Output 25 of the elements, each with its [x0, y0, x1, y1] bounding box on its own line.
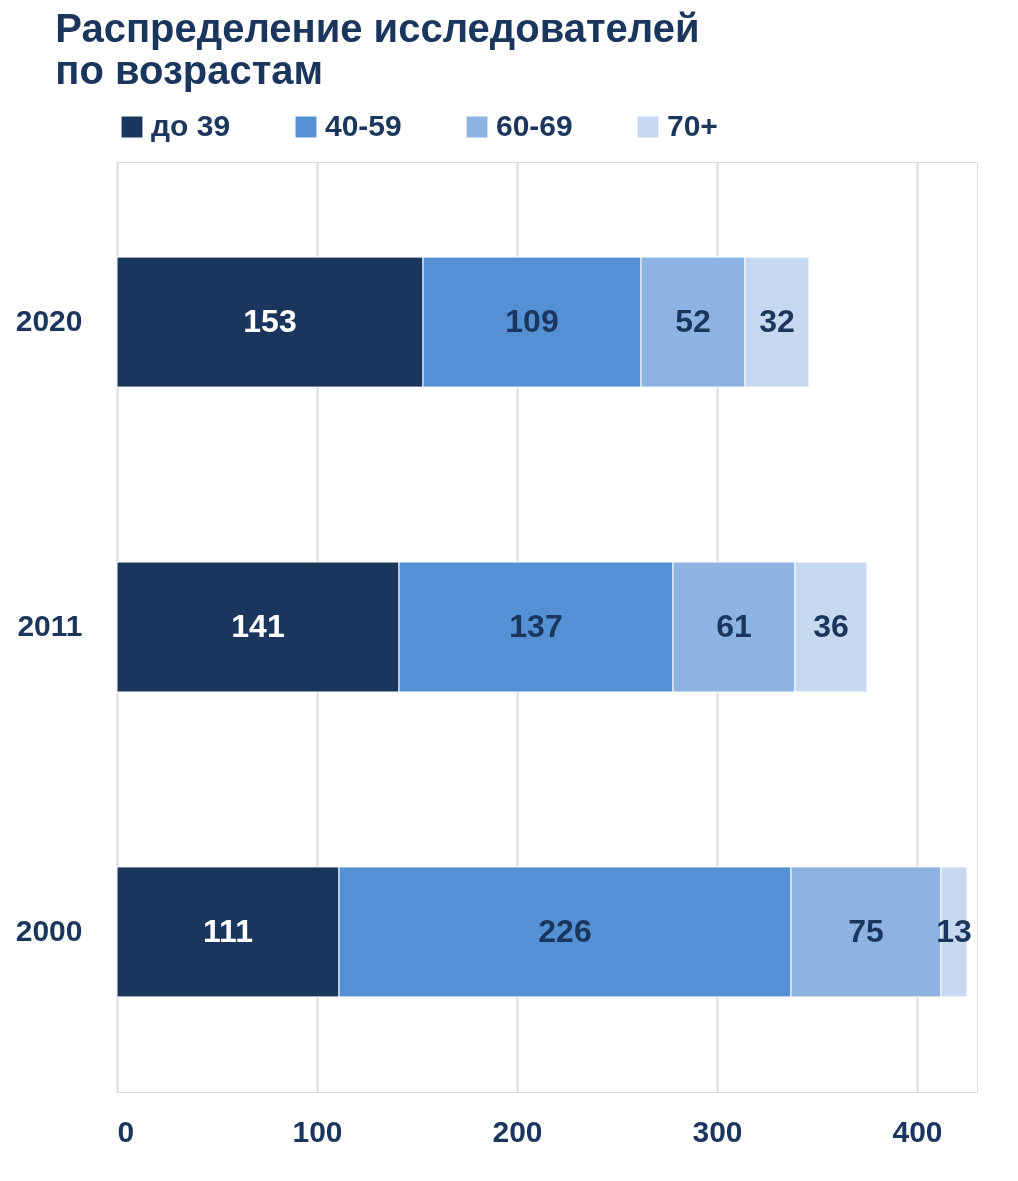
legend-label: 60-69 [496, 109, 573, 142]
data-label: 111 [203, 912, 253, 949]
legend-label: 70+ [667, 109, 718, 142]
x-tick-label: 400 [892, 1114, 943, 1148]
data-label: 61 [716, 608, 752, 644]
x-tick-label: 300 [692, 1114, 743, 1148]
data-label: 36 [813, 608, 849, 644]
data-label: 137 [509, 608, 563, 644]
data-label: 75 [848, 912, 884, 949]
data-label: 13 [936, 912, 972, 949]
text: Распределение исследователей [55, 6, 700, 50]
data-label: 141 [231, 608, 285, 644]
data-label: 226 [538, 912, 592, 949]
data-label: 32 [759, 303, 795, 340]
x-tick-label: 100 [292, 1114, 343, 1148]
y-tick-label: 2000 [15, 913, 83, 947]
data-label: 109 [505, 303, 559, 340]
data-label: 153 [243, 303, 297, 340]
x-tick-label: 200 [492, 1114, 543, 1148]
x-tick-label: 0 [117, 1114, 135, 1148]
data-label: 52 [675, 303, 711, 340]
y-tick-label: 2020 [15, 304, 83, 338]
legend-label: до 39 [151, 109, 231, 142]
legend-label: 40-59 [325, 109, 402, 142]
y-tick-label: 2011 [17, 609, 83, 642]
